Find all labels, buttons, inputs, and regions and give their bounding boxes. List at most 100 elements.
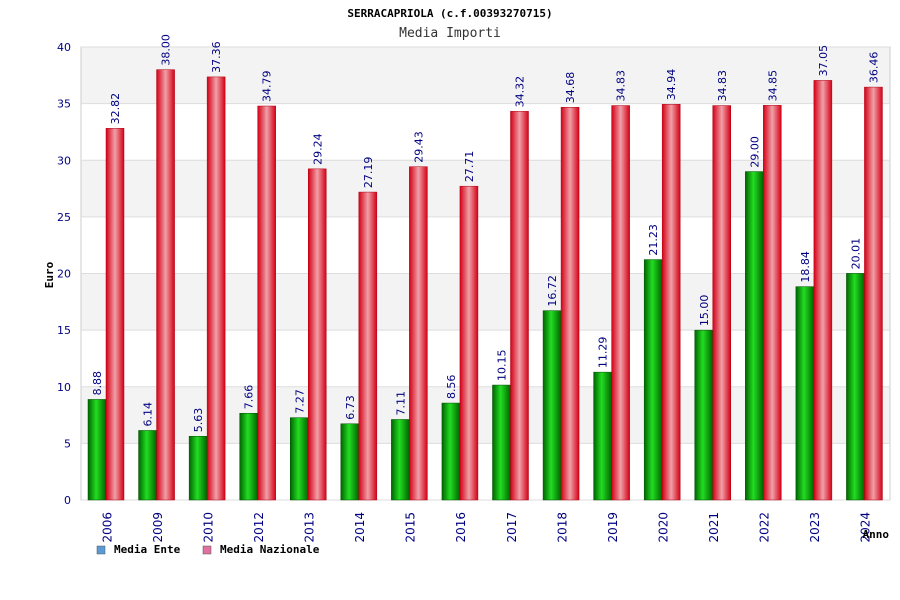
bar-media-nazionale-2006 xyxy=(105,128,125,501)
bar-media-ente-2024 xyxy=(846,273,865,501)
bar-media-nazionale-2023 xyxy=(813,80,833,501)
x-tick-label-2016: 2016 xyxy=(454,512,468,543)
data-label-media-nazionale-2021: 34.83 xyxy=(716,70,729,102)
data-label-media-nazionale-2022: 34.85 xyxy=(766,70,779,102)
bar-media-nazionale-2019 xyxy=(611,105,630,501)
bar-media-nazionale-2012 xyxy=(257,105,276,501)
data-label-media-nazionale-2006: 32.82 xyxy=(109,93,122,125)
data-label-media-ente-2020: 21.23 xyxy=(647,224,660,256)
legend-label-media-nazionale: Media Nazionale xyxy=(220,543,320,556)
bar-media-ente-2015 xyxy=(391,419,410,501)
data-label-media-nazionale-2018: 34.68 xyxy=(564,72,577,104)
data-label-media-nazionale-2024: 36.46 xyxy=(867,52,880,84)
bar-media-nazionale-2013 xyxy=(308,168,327,501)
data-label-media-ente-2023: 18.84 xyxy=(799,251,812,283)
x-tick-label-2014: 2014 xyxy=(353,512,367,543)
data-label-media-ente-2012: 7.66 xyxy=(243,385,256,410)
data-label-media-nazionale-2013: 29.24 xyxy=(311,133,324,165)
legend-swatch-media-ente xyxy=(96,545,106,555)
data-label-media-ente-2019: 11.29 xyxy=(597,337,610,369)
x-tick-label-2017: 2017 xyxy=(505,512,519,543)
data-label-media-nazionale-2020: 34.94 xyxy=(665,69,678,101)
bar-media-ente-2010 xyxy=(188,435,208,501)
y-tick-label: 0 xyxy=(64,494,71,507)
chart-subtitle: Media Importi xyxy=(399,26,501,41)
bar-media-nazionale-2014 xyxy=(358,191,378,501)
data-label-media-nazionale-2016: 27.71 xyxy=(463,151,476,183)
data-label-media-ente-2017: 10.15 xyxy=(496,350,509,382)
bar-media-nazionale-2020 xyxy=(661,104,681,501)
y-tick-label: 35 xyxy=(57,98,71,111)
bar-media-ente-2017 xyxy=(492,384,511,501)
bar-media-ente-2013 xyxy=(290,417,309,501)
data-label-media-ente-2013: 7.27 xyxy=(293,389,306,414)
data-label-media-ente-2024: 20.01 xyxy=(849,238,862,270)
data-label-media-ente-2018: 16.72 xyxy=(546,275,559,307)
y-tick-label: 25 xyxy=(57,211,71,224)
y-tick-label: 5 xyxy=(64,437,71,450)
bar-media-nazionale-2010 xyxy=(206,76,226,501)
data-label-media-ente-2015: 7.11 xyxy=(394,391,407,416)
x-axis-label: Anno xyxy=(863,528,890,541)
bar-media-ente-2020 xyxy=(643,259,663,501)
data-label-media-nazionale-2015: 29.43 xyxy=(412,131,425,163)
x-tick-label-2019: 2019 xyxy=(606,512,620,543)
x-tick-label-2006: 2006 xyxy=(100,512,114,543)
x-tick-label-2012: 2012 xyxy=(252,512,266,543)
bar-media-ente-2018 xyxy=(542,310,562,501)
x-tick-label-2013: 2013 xyxy=(303,512,317,543)
bar-media-ente-2009 xyxy=(138,430,157,501)
bar-media-ente-2023 xyxy=(795,286,815,501)
chart-title: SERRACAPRIOLA (c.f.00393270715) xyxy=(347,7,552,20)
x-tick-label-2018: 2018 xyxy=(555,512,569,543)
y-tick-label: 20 xyxy=(57,268,71,281)
bar-media-nazionale-2018 xyxy=(560,106,580,501)
x-tick-label-2010: 2010 xyxy=(201,512,215,543)
data-label-media-nazionale-2017: 34.32 xyxy=(514,76,527,108)
legend-swatch-media-nazionale xyxy=(202,545,212,555)
data-label-media-ente-2014: 6.73 xyxy=(344,395,357,420)
data-label-media-nazionale-2009: 38.00 xyxy=(160,34,173,66)
y-tick-label: 10 xyxy=(57,381,71,394)
x-tick-label-2015: 2015 xyxy=(404,512,418,543)
data-label-media-nazionale-2023: 37.05 xyxy=(817,45,830,77)
bar-media-ente-2012 xyxy=(239,413,258,501)
bar-media-ente-2022 xyxy=(745,171,764,501)
data-label-media-ente-2016: 8.56 xyxy=(445,375,458,400)
data-labels: 8.88 32.82 6.14 38.00 5.63 37.36 7.66 34.79 7.27… xyxy=(91,34,880,432)
data-label-media-nazionale-2014: 27.19 xyxy=(362,157,375,189)
bar-media-ente-2006 xyxy=(87,399,107,501)
bar-media-nazionale-2022 xyxy=(763,105,782,501)
bars xyxy=(87,69,883,501)
bar-media-ente-2019 xyxy=(593,371,612,501)
y-tick-label: 40 xyxy=(57,41,71,54)
x-tick-label-2021: 2021 xyxy=(707,512,721,543)
bar-media-ente-2021 xyxy=(694,329,713,501)
data-label-media-ente-2010: 5.63 xyxy=(192,408,205,433)
data-label-media-ente-2022: 29.00 xyxy=(748,136,761,168)
bar-media-nazionale-2021 xyxy=(712,105,731,501)
y-tick-label: 30 xyxy=(57,154,71,167)
bar-media-nazionale-2017 xyxy=(510,111,529,501)
data-label-media-nazionale-2012: 34.79 xyxy=(261,71,274,103)
data-label-media-nazionale-2010: 37.36 xyxy=(210,41,223,73)
data-label-media-nazionale-2019: 34.83 xyxy=(615,70,628,102)
bar-media-ente-2016 xyxy=(441,402,461,501)
bar-media-nazionale-2009 xyxy=(156,69,175,501)
x-axis-ticks: 2006 2009 2010 2012 2013 2014 2015 2016 2017 2018… xyxy=(100,512,872,543)
x-tick-label-2009: 2009 xyxy=(151,512,165,543)
x-tick-label-2020: 2020 xyxy=(656,512,670,543)
bar-media-nazionale-2024 xyxy=(864,86,883,501)
data-label-media-ente-2009: 6.14 xyxy=(142,402,155,427)
legend: Media Ente Media Nazionale xyxy=(96,543,320,556)
x-tick-label-2024: 2024 xyxy=(859,512,873,543)
bar-media-ente-2014 xyxy=(340,423,360,501)
x-tick-label-2022: 2022 xyxy=(758,512,772,543)
legend-label-media-ente: Media Ente xyxy=(114,543,181,556)
data-label-media-ente-2006: 8.88 xyxy=(91,371,104,396)
bar-media-nazionale-2015 xyxy=(409,166,428,501)
data-label-media-ente-2021: 15.00 xyxy=(698,295,711,327)
x-tick-label-2023: 2023 xyxy=(808,512,822,543)
y-axis-label: Euro xyxy=(43,261,56,288)
